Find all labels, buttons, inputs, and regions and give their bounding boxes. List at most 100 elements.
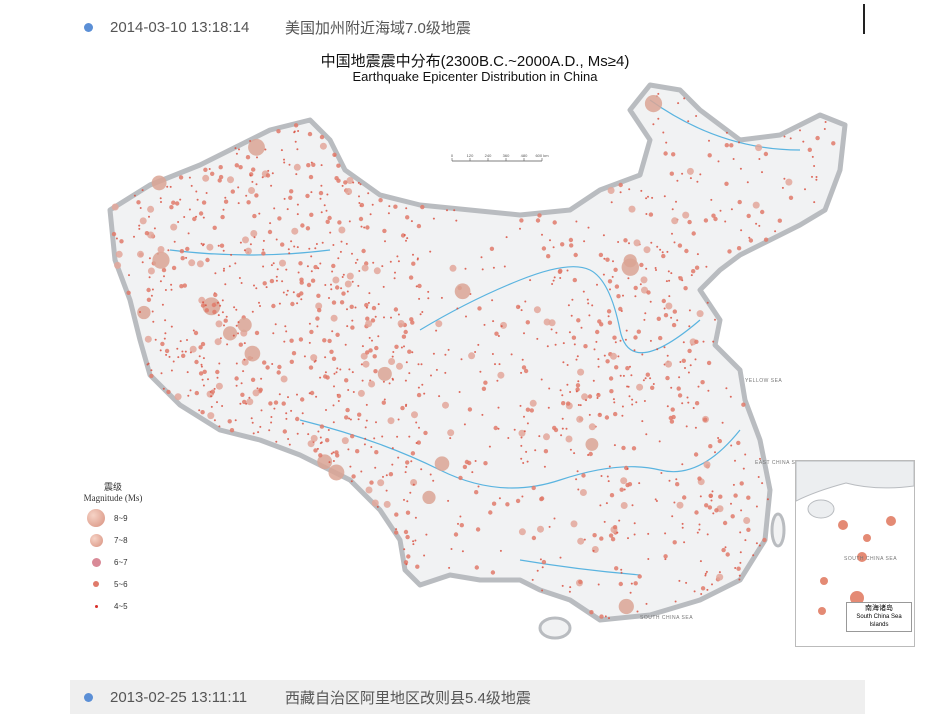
- news-title[interactable]: 美国加州附近海域7.0级地震: [285, 19, 471, 37]
- epicenter-dot: [705, 265, 708, 268]
- epicenter-dot: [289, 359, 294, 364]
- epicenter-dot: [677, 393, 683, 398]
- epicenter-dot: [573, 252, 578, 258]
- epicenter-dot: [523, 430, 526, 433]
- epicenter-dot: [633, 349, 636, 352]
- epicenter-dot: [368, 380, 376, 388]
- epicenter-dot: [181, 350, 184, 353]
- epicenter-dot: [400, 346, 403, 349]
- epicenter-dot: [249, 174, 252, 177]
- epicenter-dot: [497, 335, 500, 337]
- epicenter-dot: [704, 574, 707, 577]
- epicenter-dot: [683, 97, 686, 100]
- epicenter-dot: [396, 362, 403, 370]
- magnitude-circle-icon: [94, 604, 98, 608]
- epicenter-dot: [177, 221, 180, 223]
- epicenter-dot: [410, 320, 415, 325]
- epicenter-dot: [631, 504, 634, 507]
- epicenter-dot: [588, 451, 593, 457]
- epicenter-dot: [382, 380, 385, 383]
- epicenter-dot: [161, 303, 164, 306]
- epicenter-dot: [763, 151, 769, 157]
- epicenter-dot: [483, 461, 488, 466]
- epicenter-dot: [291, 351, 297, 356]
- epicenter-dot: [573, 343, 576, 346]
- epicenter-dot: [596, 392, 601, 398]
- epicenter-dot: [614, 341, 617, 344]
- epicenter-dot: [587, 454, 590, 456]
- epicenter-dot: [507, 437, 510, 439]
- epicenter-dot: [213, 387, 216, 390]
- epicenter-dot: [625, 366, 630, 371]
- epicenter-dot: [633, 581, 638, 586]
- epicenter-dot: [330, 452, 333, 455]
- epicenter-dot: [518, 429, 526, 437]
- epicenter-dot: [326, 193, 329, 196]
- epicenter-dot: [169, 205, 174, 210]
- epicenter-dot: [525, 450, 528, 453]
- epicenter-dot: [138, 227, 141, 230]
- epicenter-dot: [172, 360, 175, 363]
- epicenter-dot: [543, 433, 550, 441]
- epicenter-dot: [607, 279, 613, 284]
- epicenter-dot: [497, 406, 500, 409]
- epicenter-dot: [307, 433, 310, 436]
- epicenter-dot: [281, 280, 284, 283]
- epicenter-dot: [248, 396, 251, 399]
- epicenter-dot: [361, 264, 369, 272]
- news-title[interactable]: 西藏自治区阿里地区改则县5.4级地震: [285, 689, 531, 707]
- epicenter-dot: [325, 438, 330, 443]
- epicenter-dot: [561, 394, 564, 397]
- epicenter-dot: [620, 477, 628, 485]
- epicenter-dot: [730, 514, 735, 519]
- epicenter-dot: [202, 244, 204, 247]
- epicenter-dot: [491, 353, 494, 355]
- text-cursor: [863, 4, 865, 34]
- epicenter-dot: [579, 489, 587, 496]
- epicenter-dot: [347, 448, 350, 451]
- epicenter-dot: [748, 238, 754, 243]
- epicenter-dot: [251, 421, 254, 424]
- epicenter-dot: [681, 358, 686, 363]
- epicenter-dot: [308, 174, 314, 180]
- epicenter-dot: [536, 337, 539, 340]
- epicenter-dot: [634, 295, 637, 298]
- epicenter-dot: [420, 468, 423, 471]
- epicenter-dot: [416, 258, 419, 261]
- epicenter-dot: [205, 257, 210, 263]
- epicenter-dot: [647, 558, 650, 560]
- epicenter-dot: [151, 310, 154, 313]
- epicenter-dot: [296, 148, 299, 151]
- epicenter-dot: [533, 306, 541, 314]
- epicenter-dot: [622, 374, 625, 377]
- epicenter-dot: [633, 522, 636, 525]
- epicenter-dot: [408, 435, 411, 438]
- epicenter-dot: [149, 373, 154, 379]
- epicenter-dot: [238, 148, 240, 151]
- epicenter-dot: [724, 181, 729, 186]
- epicenter-dot: [744, 539, 747, 542]
- epicenter-dot: [315, 302, 323, 310]
- epicenter-dot: [802, 140, 805, 143]
- epicenter-dot: [541, 566, 544, 569]
- epicenter-dot: [838, 520, 848, 530]
- news-item-bottom[interactable]: 2013-02-25 13:11:11 西藏自治区阿里地区改则县5.4级地震: [70, 680, 865, 714]
- epicenter-dot: [306, 265, 309, 268]
- epicenter-dot: [483, 380, 488, 385]
- epicenter-dot: [330, 283, 332, 286]
- epicenter-dot: [331, 300, 337, 305]
- epicenter-dot: [781, 186, 784, 189]
- epicenter-dot: [235, 152, 238, 155]
- epicenter-dot: [592, 549, 595, 552]
- epicenter-dot: [438, 395, 441, 398]
- epicenter-dot: [538, 435, 541, 438]
- epicenter-dot: [491, 501, 497, 506]
- epicenter-dot: [694, 339, 699, 344]
- epicenter-dot: [706, 301, 709, 304]
- news-item-top[interactable]: 2014-03-10 13:18:14 美国加州附近海域7.0级地震: [70, 10, 865, 44]
- epicenter-dot: [589, 610, 594, 615]
- epicenter-dot: [667, 270, 670, 273]
- epicenter-dot: [324, 356, 327, 359]
- epicenter-dot: [238, 165, 243, 170]
- epicenter-dot: [548, 387, 551, 390]
